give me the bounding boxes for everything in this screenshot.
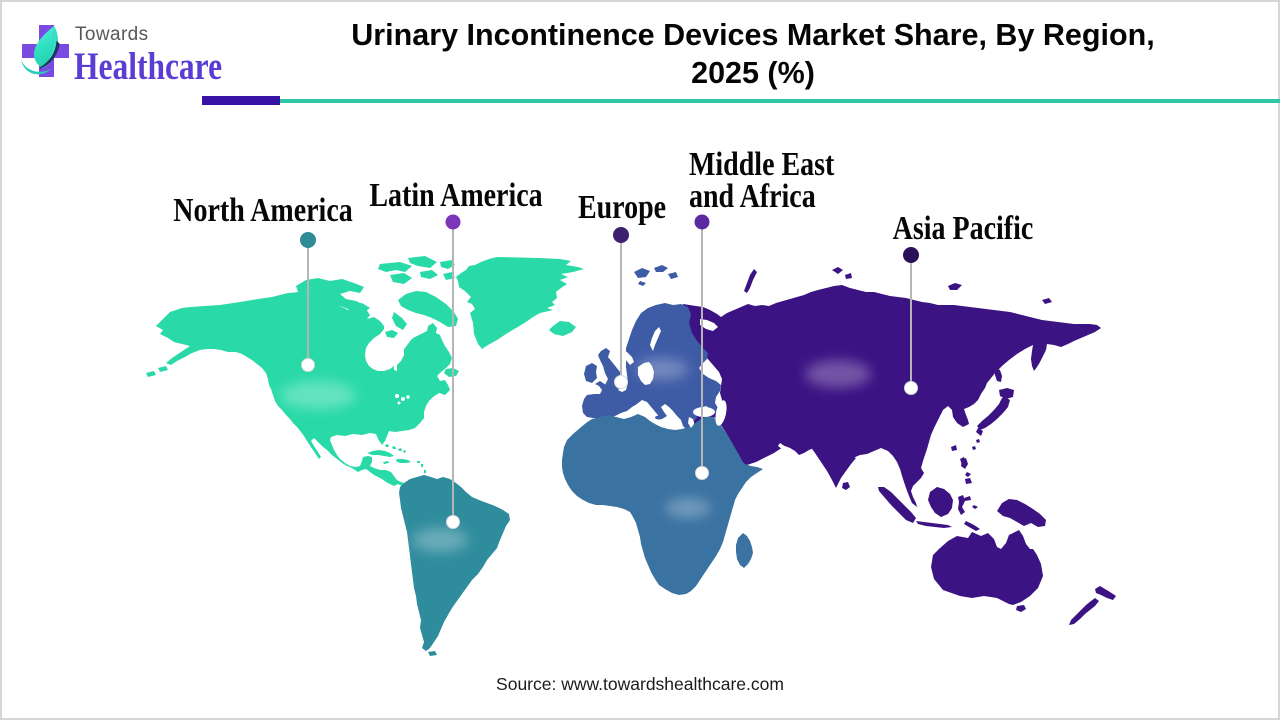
svg-text:and Africa: and Africa	[689, 177, 816, 215]
svg-text:Latin America: Latin America	[369, 176, 542, 214]
svg-text:Healthcare: Healthcare	[74, 44, 222, 88]
svg-text:Towards: Towards	[75, 24, 149, 45]
svg-text:Middle East: Middle East	[689, 145, 835, 183]
svg-text:Europe: Europe	[578, 188, 666, 226]
svg-text:North America: North America	[173, 191, 352, 229]
svg-text:Asia Pacific: Asia Pacific	[893, 209, 1034, 247]
